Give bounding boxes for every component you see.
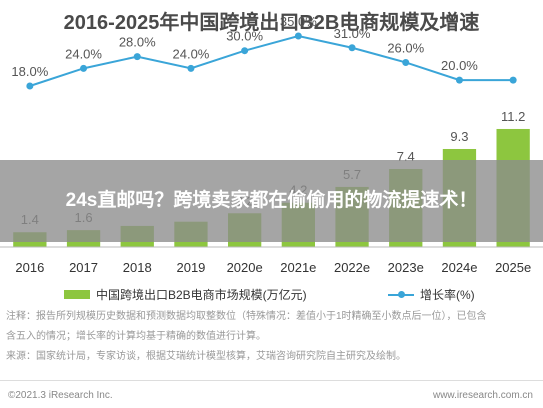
growth-point xyxy=(509,76,517,84)
legend-label-line: 增长率(%) xyxy=(420,288,475,302)
growth-point xyxy=(294,32,302,40)
overlay-banner-text[interactable]: 24s直邮吗？跨境卖家都在偷偷用的物流提速术！ xyxy=(65,190,478,211)
growth-value-label: 31.0% xyxy=(334,26,371,41)
growth-value-label: 24.0% xyxy=(173,46,210,61)
growth-point xyxy=(348,44,356,52)
x-tick-label: 2019 xyxy=(176,260,205,275)
growth-line-series xyxy=(26,32,517,90)
note-line: 来源：国家统计局，专家访谈，根据艾瑞统计模型核算，艾瑞咨询研究院自主研究及绘制。 xyxy=(6,351,406,362)
growth-value-label: 24.0% xyxy=(65,46,102,61)
growth-point xyxy=(26,82,34,90)
x-tick-label: 2017 xyxy=(69,260,98,275)
bar-value-label: 11.2 xyxy=(501,109,525,124)
legend-item-bar: 中国跨境出口B2B电商市场规模(万亿元) xyxy=(64,286,307,303)
legend-swatch-line xyxy=(388,290,414,298)
growth-point xyxy=(241,47,249,55)
growth-point xyxy=(402,58,410,66)
growth-value-label: 18.0% xyxy=(11,64,48,79)
growth-value-label: 20.0% xyxy=(441,58,478,73)
x-tick-label: 2024e xyxy=(441,260,477,275)
footer: ©2021.3 iResearch Inc. www.iresearch.com… xyxy=(0,380,543,408)
growth-value-label: 30.0% xyxy=(226,29,263,44)
growth-point xyxy=(455,76,463,84)
note-line: 含五入的情况；增长率的计算均基于精确的数值进行计算。 xyxy=(6,331,266,342)
footer-website[interactable]: www.iresearch.com.cn xyxy=(432,390,533,401)
footer-copyright: ©2021.3 iResearch Inc. xyxy=(8,390,113,401)
chart-legend: 中国跨境出口B2B电商市场规模(万亿元) 增长率(%) xyxy=(0,286,543,308)
x-tick-label: 2022e xyxy=(334,260,370,275)
growth-value-label: 26.0% xyxy=(387,40,424,55)
x-tick-label: 2018 xyxy=(123,260,152,275)
x-axis-tick-labels: 2016 2017 2018 2019 2020e 2021e 2022e 2023e 2024… xyxy=(15,260,531,275)
chart-plot: 1.41.63.24.25.77.49.311.2 20162017201820… xyxy=(0,14,543,275)
growth-value-label: 35.0% xyxy=(280,14,317,29)
growth-value-labels: 18.0% 24.0% 28.0% 24.0% 30.0% 35.0% 31.0% 26.0%… xyxy=(11,14,478,79)
growth-point xyxy=(80,64,88,72)
overlay-banner[interactable]: 24s直邮吗？跨境卖家都在偷偷用的物流提速术！ xyxy=(0,160,543,242)
legend-item-line: 增长率(%) xyxy=(388,286,475,303)
legend-swatch-bar xyxy=(64,290,90,299)
chart-notes: 注释：报告所列规模历史数据和预测数据均取整数位（特殊情况：差值小于1时精确至小数… xyxy=(6,307,536,367)
growth-value-label: 28.0% xyxy=(119,35,156,50)
growth-point xyxy=(187,64,195,72)
x-tick-label: 2021e xyxy=(280,260,316,275)
x-tick-label: 2025e xyxy=(495,260,531,275)
x-tick-label: 2020e xyxy=(227,260,263,275)
growth-point xyxy=(133,53,141,61)
note-line: 注释：报告所列规模历史数据和预测数据均取整数位（特殊情况：差值小于1时精确至小数… xyxy=(6,311,487,322)
x-tick-label: 2016 xyxy=(15,260,44,275)
x-tick-label: 2023e xyxy=(388,260,424,275)
growth-line xyxy=(29,34,514,87)
legend-label-bar: 中国跨境出口B2B电商市场规模(万亿元) xyxy=(96,288,307,302)
bar-value-label: 9.3 xyxy=(450,129,468,144)
chart-title: 2016-2025年中国跨境出口B2B电商规模及增速 xyxy=(63,12,480,34)
